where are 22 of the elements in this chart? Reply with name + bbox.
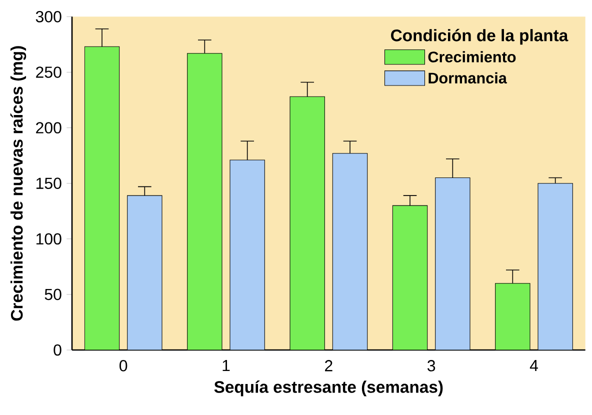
legend-label: Dormancia [428, 72, 508, 84]
y-tick-label: 200 [36, 122, 62, 134]
y-axis-title: Crecimiento de nuevas raíces (mg) [10, 46, 26, 321]
bar [538, 183, 573, 350]
y-tick-label: 0 [54, 344, 62, 356]
x-tick-label: 4 [530, 360, 538, 372]
x-tick-label: 2 [325, 360, 332, 372]
bar [332, 153, 368, 350]
bar [435, 178, 470, 350]
x-tick-label: 3 [427, 360, 436, 372]
y-tick-label: 50 [44, 288, 62, 300]
x-tick-label: 0 [120, 360, 128, 372]
x-axis-title: Sequía estresante (semanas) [214, 380, 443, 396]
y-tick-label: 300 [36, 11, 62, 22]
legend-title: Condición de la planta [391, 28, 568, 45]
x-tick-label: 1 [222, 360, 230, 372]
bar [230, 160, 265, 350]
y-tick-label: 150 [36, 178, 62, 189]
bar [127, 195, 162, 350]
y-tick-label: 250 [36, 66, 62, 78]
legend-label: Crecimiento [428, 51, 516, 62]
y-tick-label: 100 [36, 233, 62, 245]
